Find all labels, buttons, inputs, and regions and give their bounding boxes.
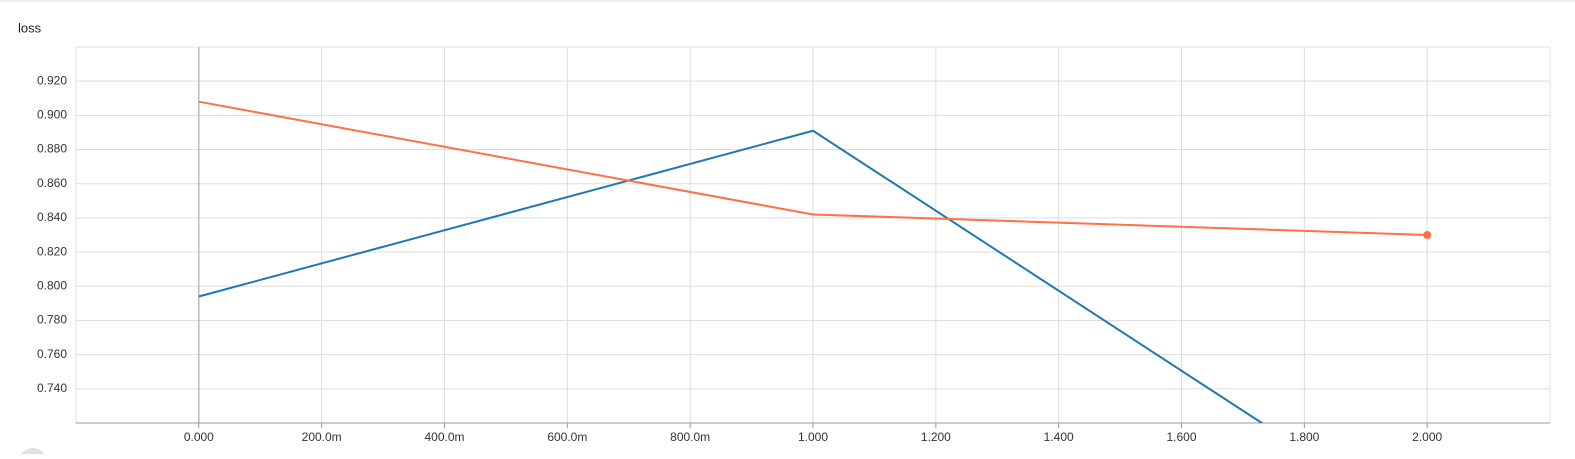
series-line [198,100,1428,236]
x-tick-label: 600.0m [547,430,587,444]
y-tick-label: 0.760 [37,347,67,361]
x-tick-label: 200.0m [302,430,342,444]
y-tick-label: 0.740 [37,381,67,395]
y-tick-label: 0.840 [37,210,67,224]
x-tick-label: 1.400 [1044,430,1074,444]
y-tick-label: 0.820 [37,244,67,258]
x-tick-label: 1.600 [1166,430,1196,444]
chart-title: loss [18,20,42,35]
x-tick-label: 1.000 [798,430,828,444]
x-tick-label: 2.000 [1412,430,1442,444]
y-tick-label: 0.920 [37,73,67,87]
series-line [198,129,1264,423]
y-tick-label: 0.800 [37,278,67,292]
expand-button[interactable] [19,448,47,459]
x-tick-label: 0.000 [184,430,214,444]
y-tick-label: 0.780 [37,313,67,327]
x-tick-label: 1.800 [1289,430,1319,444]
series-end-point [1423,231,1432,239]
x-tick-label: 400.0m [424,430,464,444]
x-tick-label: 800.0m [670,430,710,444]
plot-area [198,100,1432,423]
x-tick-label: 1.200 [921,430,951,444]
y-tick-label: 0.880 [37,142,67,156]
y-tick-label: 0.900 [37,108,67,122]
y-tick-label: 0.860 [37,176,67,190]
